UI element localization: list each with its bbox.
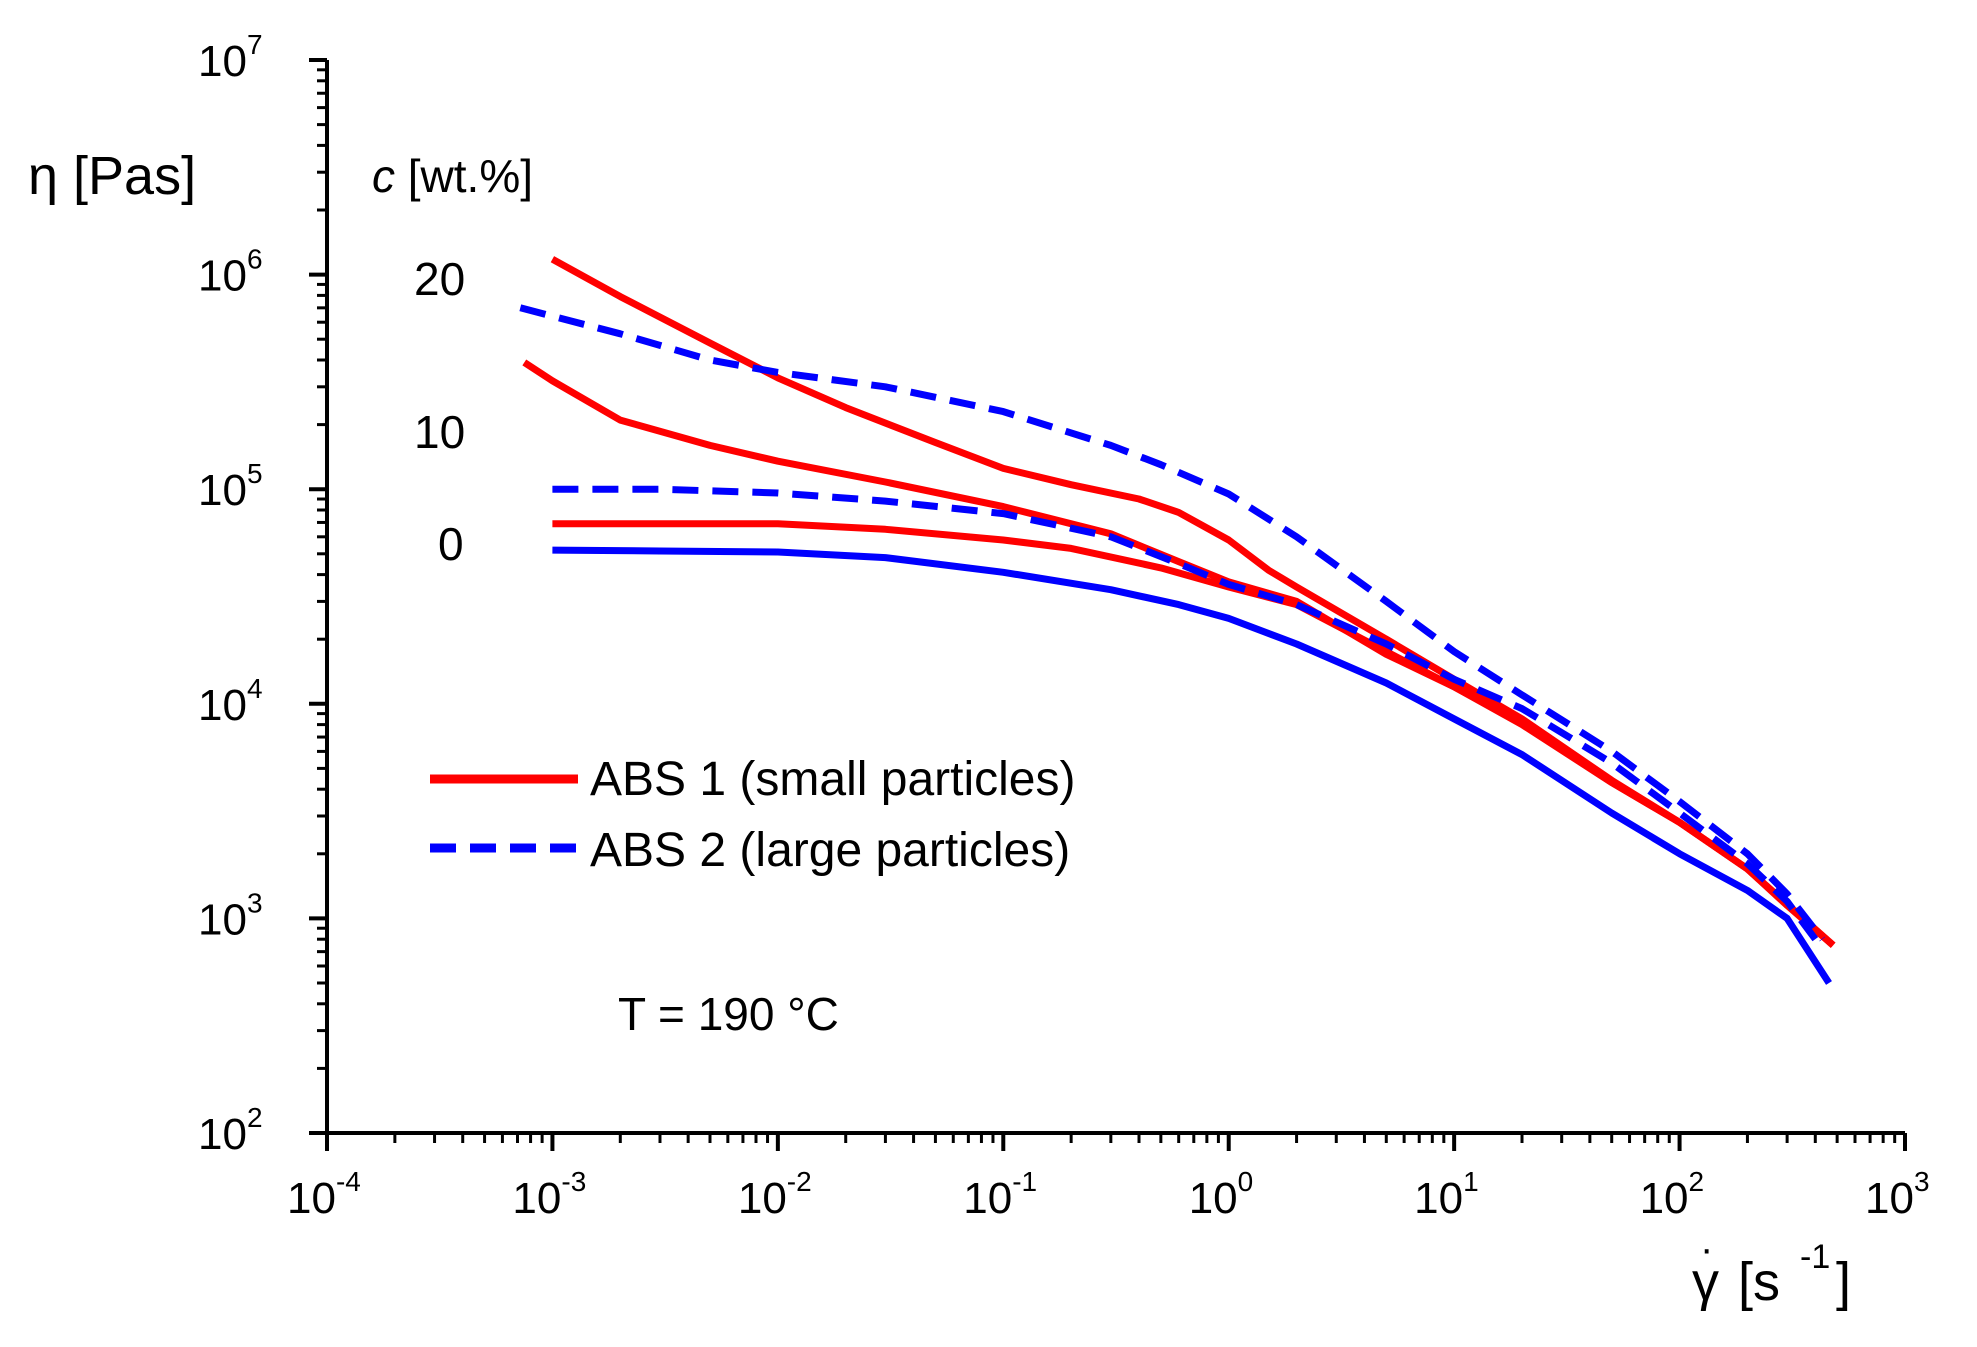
tick-labels: 10-4 10-3 10-2 10-1 100 101 102 103102103104105… [198, 29, 1930, 1223]
series-line-c10-abs2-4 [552, 485, 1819, 942]
x-axis-unit-exp: -1 [1800, 1238, 1830, 1276]
y-tick-label: 103 [198, 887, 263, 944]
x-tick-label: 10-3 [512, 1166, 586, 1223]
y-tick-label: 107 [198, 29, 263, 86]
x-axis-unit-open: [s [1738, 1252, 1780, 1312]
y-tick-label: 104 [198, 673, 263, 730]
x-tick-label: 10-1 [963, 1166, 1037, 1223]
y-tick-label: 105 [198, 458, 263, 515]
x-tick-label: 102 [1640, 1166, 1705, 1223]
x-tick-label: 10-4 [287, 1166, 361, 1223]
x-tick-label: 103 [1865, 1166, 1930, 1223]
x-tick-label: 100 [1189, 1166, 1254, 1223]
x-tick-label: 101 [1414, 1166, 1479, 1223]
legend-label-abs2: ABS 2 (large particles) [590, 824, 1070, 877]
concentration-label-20: 20 [414, 253, 465, 305]
y-tick-label: 106 [198, 244, 263, 301]
x-axis-symbol-dot: · [1700, 1227, 1713, 1271]
series-line-c20-abs2-5 [519, 304, 1826, 942]
concentration-title: c [wt.%] [372, 150, 533, 202]
legend: ABS 1 (small particles) ABS 2 (large par… [430, 753, 1075, 877]
series-lines [519, 256, 1836, 985]
axes [325, 60, 1905, 1135]
x-tick-label: 10-2 [738, 1166, 812, 1223]
y-tick-label: 102 [198, 1102, 263, 1159]
series-line-c10-abs1-1 [552, 520, 1836, 948]
concentration-label-0: 0 [438, 518, 464, 570]
ticks [309, 58, 1907, 1151]
x-axis-symbol: γ [1692, 1252, 1719, 1312]
series-line-c20-abs1-3 [550, 256, 1836, 948]
temperature-label: T = 190 °C [618, 988, 839, 1040]
x-axis-unit-close: ] [1836, 1252, 1851, 1312]
x-axis-title: γ · [s -1 ] [1692, 1227, 1851, 1312]
series-line-c0-abs1-0 [552, 546, 1832, 985]
legend-label-abs1: ABS 1 (small particles) [590, 753, 1075, 806]
concentration-label-10: 10 [414, 406, 465, 458]
y-axis-title: η [Pas] [28, 146, 196, 206]
